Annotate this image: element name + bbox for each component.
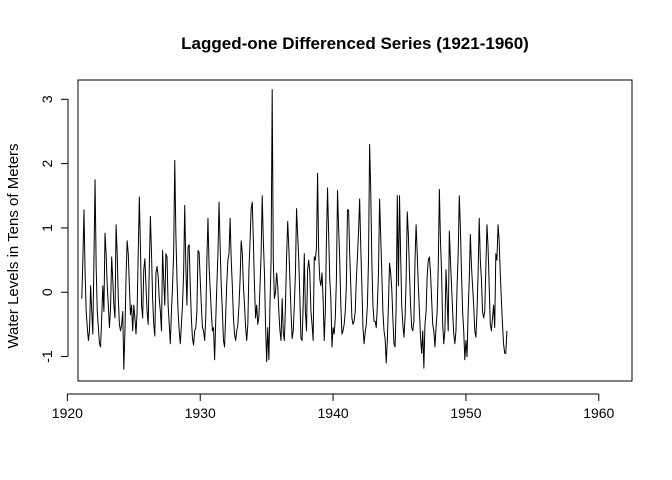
plot-frame <box>77 79 633 382</box>
y-tick-label: -1 <box>39 350 55 363</box>
y-axis: -1 0 1 2 3 <box>39 95 69 363</box>
y-tick-label: 2 <box>39 160 55 168</box>
x-tick-label: 1940 <box>318 405 349 421</box>
y-tick-label: 0 <box>39 288 55 296</box>
x-axis: 1920 1930 1940 1950 1960 <box>52 393 615 421</box>
x-tick-label: 1920 <box>52 405 83 421</box>
chart-title: Lagged-one Differenced Series (1921-1960… <box>181 34 529 53</box>
y-tick-label: 3 <box>39 95 55 103</box>
x-tick-label: 1930 <box>185 405 216 421</box>
series-line <box>81 89 508 370</box>
x-tick-label: 1950 <box>450 405 481 421</box>
x-tick-label: 1960 <box>583 405 614 421</box>
y-axis-label: Water Levels in Tens of Meters <box>5 143 22 348</box>
y-tick-label: 1 <box>39 224 55 232</box>
